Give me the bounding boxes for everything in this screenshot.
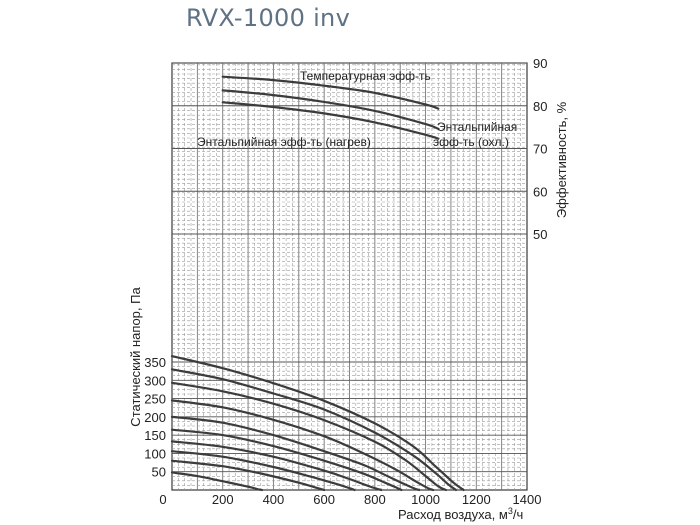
grid: [171, 62, 528, 491]
pressure-curve-6: [170, 428, 403, 492]
efficiency-curve-1: [221, 75, 440, 110]
y-tick-label: 350: [144, 355, 166, 370]
x-tick-label: 1400: [513, 492, 542, 507]
efficiency-curve-3: [221, 101, 440, 140]
label-enthalpy-heating: Энтальпийная эфф-ть (нагрев): [197, 135, 371, 149]
y2-tick-label: 60: [533, 184, 547, 199]
y-tick-label: 50: [152, 465, 166, 480]
x-tick-label: 600: [313, 492, 335, 507]
tick-labels: 200 400 600 800 1000 1200 1400 0 50 100 150 200 250 3…: [144, 56, 547, 507]
y2-tick-label: 80: [533, 99, 547, 114]
pressure-curve-8: [170, 450, 356, 492]
label-enthalpy-cooling-1: Энтальпийная: [437, 120, 517, 134]
y2-tick-label: 50: [533, 227, 547, 242]
efficiency-curve-2: [221, 89, 440, 130]
x-axis-label: Расход воздуха, м3/ч: [398, 506, 523, 522]
x-axis-label-tail: /ч: [513, 507, 523, 522]
x-axis-label-sup: 3: [508, 506, 513, 516]
pressure-curve-1: [170, 355, 465, 492]
x-tick-label: 800: [364, 492, 386, 507]
y-tick-label: 250: [144, 392, 166, 407]
pressure-curve-9: [170, 459, 326, 492]
pressure-curve-2: [170, 368, 458, 492]
y-tick-label: 300: [144, 373, 166, 388]
label-temperature-efficiency: Температурная эфф-ть: [300, 69, 431, 83]
pressure-curve-10: [170, 471, 264, 492]
x-tick-label: 400: [263, 492, 285, 507]
y2-axis-label: Эффективность, %: [554, 101, 569, 218]
x-tick-label: 1000: [411, 492, 440, 507]
x-tick-label: 200: [212, 492, 234, 507]
y-tick-label: 100: [144, 446, 166, 461]
pressure-curve-5: [170, 415, 421, 492]
y-tick-label: 200: [144, 410, 166, 425]
y-axis-label: Статический напор, Па: [128, 287, 143, 427]
origin-tick-label: 0: [159, 492, 166, 507]
pressure-curve-3: [170, 381, 447, 492]
x-axis-label-main: Расход воздуха, м: [398, 507, 508, 522]
pressure-curve-7: [170, 440, 383, 492]
y2-tick-label: 90: [533, 56, 547, 71]
curves: [170, 75, 465, 492]
y-tick-label: 150: [144, 428, 166, 443]
y2-tick-label: 70: [533, 142, 547, 157]
pressure-curve-4: [170, 399, 435, 492]
label-enthalpy-cooling-2: эфф-ть (охл.): [433, 135, 509, 149]
x-tick-label: 1200: [462, 492, 491, 507]
chart-title: RVX-1000 inv: [186, 4, 351, 32]
